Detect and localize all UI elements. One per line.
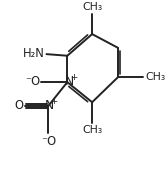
Text: N: N [65,75,74,88]
Text: +: + [51,97,58,106]
Text: CH₃: CH₃ [82,3,102,13]
Text: CH₃: CH₃ [145,72,165,82]
Text: ⁻O: ⁻O [25,75,40,88]
Text: ⁻O: ⁻O [41,135,56,148]
Text: O: O [14,99,23,112]
Text: +: + [70,73,78,82]
Text: CH₃: CH₃ [82,125,102,135]
Text: N: N [45,99,54,112]
Text: H₂N: H₂N [23,47,45,60]
